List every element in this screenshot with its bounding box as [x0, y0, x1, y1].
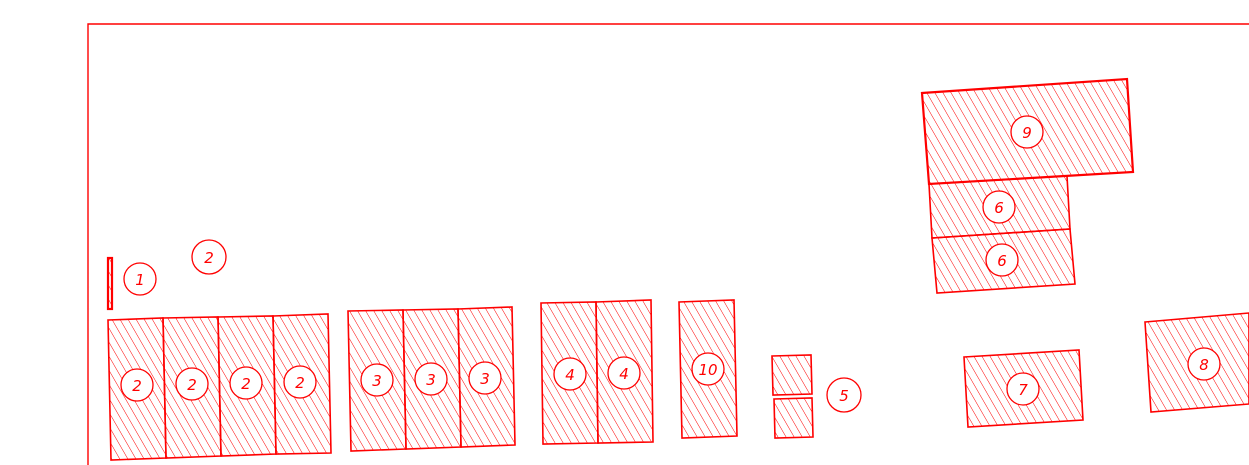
callout-1: 1	[123, 262, 157, 296]
callout-6b-label: 6	[997, 252, 1007, 270]
part-5-group	[771, 354, 814, 439]
callout-4a: 4	[553, 357, 587, 391]
callout-2c-label: 2	[241, 375, 251, 393]
callout-6b: 6	[985, 243, 1019, 277]
part-1-bar	[106, 256, 114, 311]
callout-8: 8	[1187, 347, 1221, 381]
drawing-frame	[87, 23, 1249, 465]
callout-7-label: 7	[1018, 381, 1028, 399]
callout-3b: 3	[414, 362, 448, 396]
callout-1-label: 1	[135, 271, 145, 289]
callout-6a-label: 6	[994, 199, 1004, 217]
callout-3a-label: 3	[372, 372, 382, 390]
callout-9-label: 9	[1022, 124, 1032, 142]
callout-9: 9	[1010, 115, 1044, 149]
callout-7: 7	[1006, 372, 1040, 406]
callout-2d: 2	[283, 365, 317, 399]
callout-5-label: 5	[839, 387, 849, 405]
callout-6a: 6	[982, 190, 1016, 224]
part-5-block-b	[773, 397, 814, 439]
callout-10: 10	[691, 352, 725, 386]
callout-4a-label: 4	[565, 366, 575, 384]
callout-2b-label: 2	[187, 376, 197, 394]
part-5-block-a	[771, 354, 813, 396]
callout-2-note: 2	[191, 239, 227, 275]
callout-2a-label: 2	[132, 377, 142, 395]
callout-8-label: 8	[1199, 356, 1209, 374]
callout-3a: 3	[360, 363, 394, 397]
callout-10-label: 10	[698, 361, 717, 379]
callout-2d-label: 2	[295, 374, 305, 392]
callout-4b-label: 4	[619, 365, 629, 383]
callout-4b: 4	[607, 356, 641, 390]
callout-5: 5	[826, 377, 862, 413]
callout-2-note-label: 2	[204, 249, 214, 267]
callout-3c-label: 3	[480, 370, 490, 388]
callout-3c: 3	[468, 361, 502, 395]
part-4-group	[540, 299, 654, 445]
callout-2a: 2	[120, 368, 154, 402]
callout-2c: 2	[229, 366, 263, 400]
callout-3b-label: 3	[426, 371, 436, 389]
callout-2b: 2	[175, 367, 209, 401]
